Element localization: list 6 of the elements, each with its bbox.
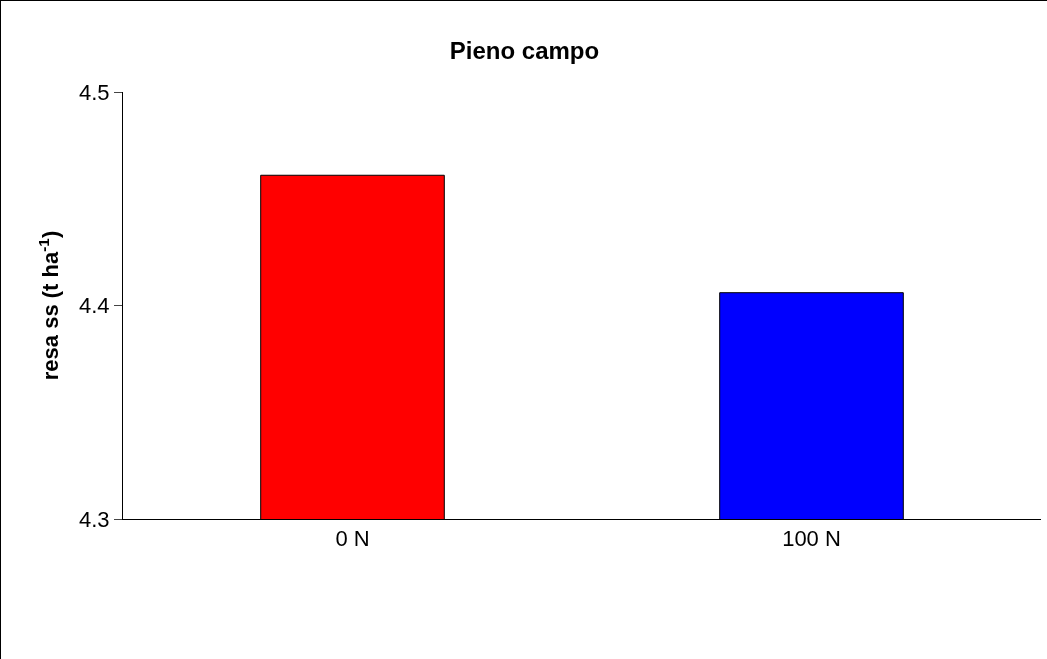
x-tick-label: 0 N [335,526,370,552]
x-tick-label: 100 N [782,526,841,552]
y-tick-label: 4.3 [79,506,110,532]
chart-title: Pieno campo [449,36,600,64]
y-tick-label: 4.5 [79,79,110,105]
y-tick-label: 4.4 [79,293,110,319]
